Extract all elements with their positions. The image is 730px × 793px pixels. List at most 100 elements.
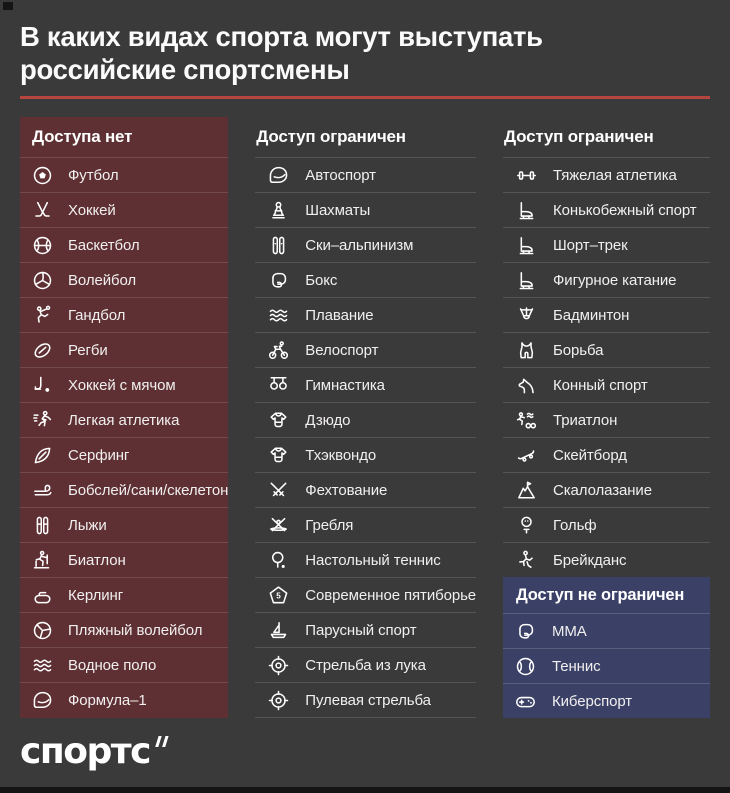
sport-label: Футбол xyxy=(68,166,119,184)
sport-label: Ски–альпинизм xyxy=(305,236,414,254)
sport-row: Плавание xyxy=(255,297,477,332)
sport-row: Гандбол xyxy=(20,297,229,332)
sport-label: Хоккей xyxy=(68,201,116,219)
sport-label: Конькобежный спорт xyxy=(553,201,697,219)
sport-row: Гребля xyxy=(255,507,477,542)
kimono-icon xyxy=(267,409,290,432)
sport-label: Шорт–трек xyxy=(553,236,628,254)
table-tennis-paddle-icon xyxy=(267,549,290,572)
racing-helmet-icon xyxy=(31,689,54,712)
sport-row: Гольф xyxy=(503,507,710,542)
sport-label: Тхэквондо xyxy=(305,446,377,464)
sport-row: Бобслей/сани/скелетон xyxy=(20,472,228,507)
ice-skate-icon xyxy=(515,199,538,222)
kayak-icon xyxy=(267,514,290,537)
wrestling-singlet-icon xyxy=(515,339,538,362)
sports-ru-logo: спортс xyxy=(20,731,151,772)
sport-label: Лыжи xyxy=(68,516,107,534)
sport-row: Керлинг xyxy=(20,577,229,612)
sport-label: Гимнастика xyxy=(305,376,385,394)
section-header: Доступ ограничен xyxy=(504,127,654,146)
rugby-ball-icon xyxy=(31,339,54,362)
surfboard-icon xyxy=(31,444,54,467)
sport-label: Скалолазание xyxy=(553,481,652,499)
sport-label: Теннис xyxy=(552,657,601,675)
hockey-sticks-icon xyxy=(31,199,54,222)
sport-row: Ски–альпинизм xyxy=(255,227,477,262)
sport-label: Бокс xyxy=(305,271,338,289)
section-header: Доступа нет xyxy=(32,127,133,146)
sport-label: Дзюдо xyxy=(305,411,351,429)
sailboat-icon xyxy=(267,619,290,642)
sport-row: Велоспорт xyxy=(255,332,477,367)
footer: спортс xyxy=(20,732,730,772)
golf-ball-tee-icon xyxy=(515,514,538,537)
sport-label: Плавание xyxy=(305,306,374,324)
sport-row: Гимнастика xyxy=(255,367,477,402)
subsection-unrestricted: Доступ не ограничен ММА Теннис Киберспорт xyxy=(503,577,710,718)
runner-icon xyxy=(31,409,54,432)
top-left-notch xyxy=(3,2,13,10)
skateboard-icon xyxy=(515,444,538,467)
sport-label: Фигурное катание xyxy=(553,271,677,289)
ski-mountaineering-icon xyxy=(267,234,290,257)
sport-row: Скалолазание xyxy=(503,472,710,507)
sport-row: Стрельба из лука xyxy=(255,647,477,682)
tennis-ball-icon xyxy=(514,655,537,678)
sport-label: Парусный спорт xyxy=(305,621,417,639)
sled-icon xyxy=(31,479,54,502)
racing-helmet-icon xyxy=(267,164,290,187)
sport-row: Шорт–трек xyxy=(503,227,710,262)
target-icon xyxy=(267,689,290,712)
sport-label: Баскетбол xyxy=(68,236,140,254)
boxing-glove-icon xyxy=(514,620,537,643)
sport-label: Триатлон xyxy=(553,411,618,429)
target-icon xyxy=(267,654,290,677)
sport-row: Хоккей с мячом xyxy=(20,367,229,402)
sport-row: Волейбол xyxy=(20,262,229,297)
sport-row: Хоккей xyxy=(20,192,229,227)
sport-label: Гандбол xyxy=(68,306,126,324)
sport-label: Водное поло xyxy=(68,656,157,674)
sport-row: Фехтование xyxy=(255,472,477,507)
sport-row: Водное поло xyxy=(20,647,229,682)
biathlon-skier-icon xyxy=(31,549,54,572)
sport-row: Бокс xyxy=(255,262,477,297)
breakdancer-icon xyxy=(515,549,538,572)
sport-label: Волейбол xyxy=(68,271,137,289)
ice-skate-icon xyxy=(515,269,538,292)
sport-label: Бадминтон xyxy=(553,306,630,324)
sport-label: Киберспорт xyxy=(552,692,633,710)
bandy-stick-icon xyxy=(31,374,54,397)
handball-player-icon xyxy=(31,304,54,327)
gamepad-icon xyxy=(514,690,537,713)
chess-pawn-icon xyxy=(267,199,290,222)
shuttlecock-icon xyxy=(515,304,538,327)
sport-label: Велоспорт xyxy=(305,341,379,359)
page-title-line1: В каких видах спорта могут выступать xyxy=(20,21,543,52)
sport-row: Конькобежный спорт xyxy=(503,192,710,227)
dumbbell-icon xyxy=(515,164,538,187)
sport-row: Киберспорт xyxy=(503,683,710,718)
sport-row: Тяжелая атлетика xyxy=(503,157,710,192)
pentagon-five-icon: 5 xyxy=(267,584,290,607)
column-limited-1: Доступ ограничен Автоспорт Шахматы Ски–альп… xyxy=(255,117,476,718)
sport-label: Легкая атлетика xyxy=(68,411,180,429)
sport-row: Тхэквондо xyxy=(255,437,477,472)
svg-text:5: 5 xyxy=(277,591,282,600)
sport-label: Бобслей/сани/скелетон xyxy=(68,481,229,499)
section-header: Доступ ограничен xyxy=(256,127,406,146)
sport-row: Регби xyxy=(20,332,229,367)
sport-label: Стрельба из лука xyxy=(305,656,426,674)
sport-label: Хоккей с мячом xyxy=(68,376,176,394)
basketball-icon xyxy=(31,234,54,257)
sport-row: Биатлон xyxy=(20,542,229,577)
beach-volleyball-icon xyxy=(31,619,54,642)
sport-label: Скейтборд xyxy=(553,446,627,464)
sport-row: Пулевая стрельба xyxy=(255,682,477,717)
sport-columns: Доступа нет Футбол Хоккей Баскетбол Волейбол… xyxy=(20,117,710,718)
sport-row: Футбол xyxy=(20,157,229,192)
sports-logo-flag-icon xyxy=(154,735,169,753)
sport-label: Настольный теннис xyxy=(305,551,441,569)
